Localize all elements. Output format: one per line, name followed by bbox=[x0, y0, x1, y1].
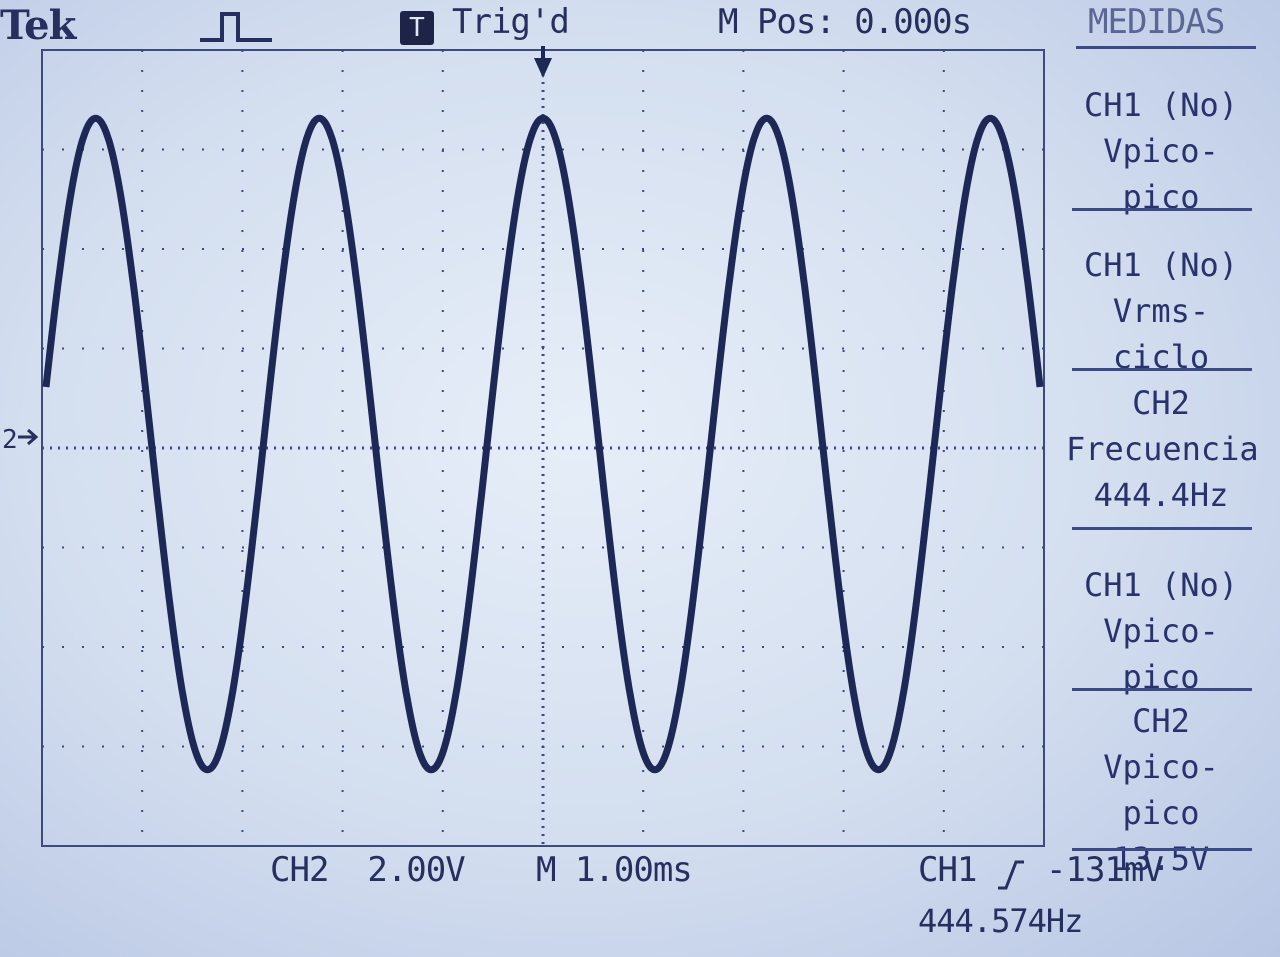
waveform-display: 2 bbox=[2, 46, 1045, 847]
measurement-source: CH1 (No) bbox=[1083, 566, 1239, 604]
trigger-level: -131mV bbox=[1046, 850, 1164, 890]
divider bbox=[1072, 208, 1252, 211]
measurement-type: Vpico-pico bbox=[1103, 748, 1219, 832]
measurement-type: Vpico-pico bbox=[1103, 132, 1219, 216]
ch2-volts-per-div: CH2 2.00V bbox=[270, 850, 466, 890]
measurement-type: Vpico-pico bbox=[1103, 612, 1219, 696]
ground-marker-icon: 2 bbox=[2, 425, 39, 455]
trigger-position-arrow-icon bbox=[534, 46, 552, 78]
trigger-frequency: 444.574Hz bbox=[918, 902, 1083, 940]
measurement-ch1-vrms[interactable]: CH1 (No) Vrms-ciclo bbox=[1066, 242, 1256, 380]
divider bbox=[1072, 688, 1252, 691]
ch2-waveform-trace bbox=[42, 114, 1044, 774]
measurement-type: Vrms-ciclo bbox=[1112, 292, 1210, 376]
brand-label: Tek bbox=[0, 2, 76, 49]
time-per-div: M 1.00ms bbox=[536, 850, 693, 890]
measurement-source: CH2 bbox=[1132, 384, 1190, 422]
menu-title-underline bbox=[1076, 46, 1256, 49]
trigger-status: Trig'd bbox=[452, 2, 570, 42]
measurement-ch2-vpp[interactable]: CH2 Vpico-pico 13.5V bbox=[1066, 698, 1256, 882]
measurement-source: CH2 bbox=[1132, 702, 1190, 740]
measurement-source: CH1 (No) bbox=[1083, 246, 1239, 284]
measurement-value: 444.4Hz bbox=[1093, 476, 1229, 514]
measurement-ch2-frequency[interactable]: CH2 Frecuencia 444.4Hz bbox=[1066, 380, 1259, 518]
divider bbox=[1072, 368, 1252, 371]
divider bbox=[1072, 527, 1252, 530]
measurement-source: CH1 (No) bbox=[1083, 86, 1239, 124]
measurement-ch1-vpp[interactable]: CH1 (No) Vpico-pico bbox=[1066, 82, 1256, 220]
horizontal-position: M Pos: 0.000s bbox=[718, 2, 972, 42]
menu-title: MEDIDAS bbox=[1088, 2, 1225, 42]
divider bbox=[1072, 848, 1252, 851]
rising-edge-icon bbox=[998, 860, 1024, 890]
svg-text:2: 2 bbox=[2, 425, 18, 455]
pulse-icon bbox=[200, 12, 272, 42]
trigger-icon: T bbox=[400, 11, 434, 45]
measurement-value: 13.5V bbox=[1112, 840, 1210, 878]
measurement-ch1-vpp-2[interactable]: CH1 (No) Vpico-pico bbox=[1066, 562, 1256, 700]
measurement-type: Frecuencia bbox=[1066, 430, 1259, 468]
trigger-source: CH1 bbox=[918, 850, 977, 890]
